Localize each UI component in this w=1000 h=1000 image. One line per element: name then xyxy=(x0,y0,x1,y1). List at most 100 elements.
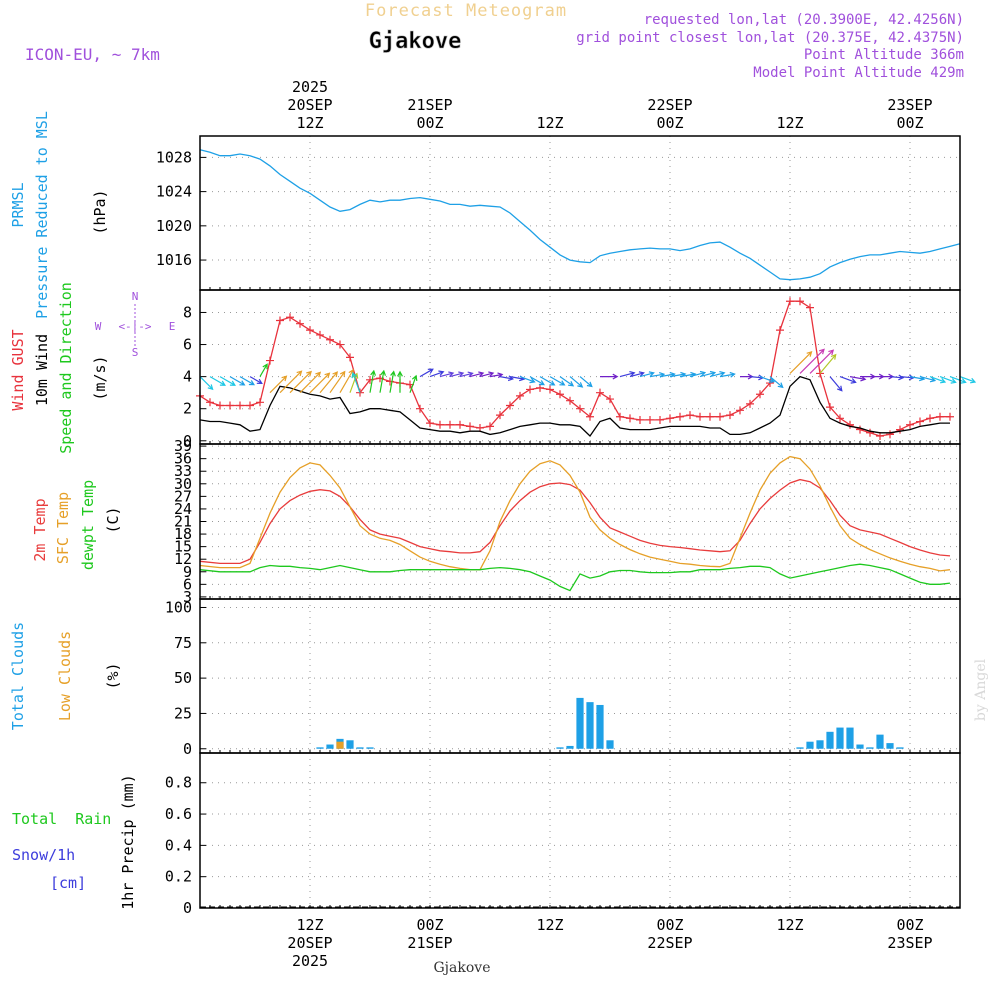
panel-pressure: 1016 1020 1024 1028 xyxy=(156,135,961,291)
wind-arrow xyxy=(389,370,396,393)
top-time-label: 21SEP xyxy=(407,96,452,114)
bar-total-clouds xyxy=(346,740,354,749)
bar-total-clouds xyxy=(356,747,364,749)
gust-marker xyxy=(446,420,454,429)
wind-arrow xyxy=(489,372,504,379)
gust-marker xyxy=(496,411,504,420)
gust-marker xyxy=(676,412,684,421)
bar-total-clouds xyxy=(586,702,594,749)
ytick-label-temperature: 21 xyxy=(174,513,192,531)
wind-arrow xyxy=(419,368,434,378)
wind-rose-n: N xyxy=(132,290,139,303)
top-time-label: 12Z xyxy=(536,114,563,132)
bar-total-clouds xyxy=(886,743,894,749)
pressure-label-prmsl: PRMSL xyxy=(9,182,27,227)
bottom-time-label: 12Z xyxy=(536,916,563,934)
plot-layer: 1016102010241028024683691215182124273033… xyxy=(156,78,977,970)
panel-frame-precip xyxy=(199,752,961,909)
bar-total-clouds xyxy=(796,747,804,749)
cloud-unit: (%) xyxy=(104,662,122,689)
wind-arrow xyxy=(199,376,214,391)
wind-arrow xyxy=(289,370,312,394)
ytick-label-temperature: 30 xyxy=(174,475,192,493)
wind-arrow xyxy=(819,353,837,374)
temp-label-2m: 2m Temp xyxy=(31,498,49,561)
wind-arrow xyxy=(569,376,584,388)
gust-marker xyxy=(886,430,894,439)
header-grid-point: grid point closest lon,lat (20.375E, 42.… xyxy=(576,30,964,46)
bar-total-clouds xyxy=(606,740,614,749)
gust-marker xyxy=(626,414,634,423)
gust-marker xyxy=(606,395,614,404)
gust-marker xyxy=(716,412,724,421)
wind-arrow xyxy=(529,376,545,386)
gust-marker xyxy=(286,313,294,322)
wind-arrow xyxy=(849,375,867,382)
ytick-label-temperature: 36 xyxy=(174,450,192,468)
bottom-time-label: 12Z xyxy=(296,916,323,934)
wind-arrow xyxy=(919,376,937,383)
header-model-altitude: Model Point Altitude 429m xyxy=(753,65,964,81)
top-time-label: 20SEP xyxy=(287,96,332,114)
wind-arrow xyxy=(769,376,784,389)
ytick-label-clouds: 0 xyxy=(183,740,192,758)
wind-arrow xyxy=(409,374,418,393)
gust-marker xyxy=(296,319,304,328)
gust-marker xyxy=(896,425,904,434)
top-time-label: 2025 xyxy=(292,78,328,96)
bottom-time-label: 23SEP xyxy=(887,934,932,952)
gust-marker xyxy=(306,326,314,335)
precip-label-rain: Total Rain xyxy=(12,810,111,828)
pressure-labels: PRMSL Pressure Reduced to MSL (hPa) xyxy=(9,111,109,319)
wind-arrow xyxy=(329,370,346,394)
wind-arrow xyxy=(719,371,736,378)
gust-marker xyxy=(916,417,924,426)
wind-arrow xyxy=(759,376,776,383)
wind-arrow xyxy=(469,371,485,378)
header-point-altitude: Point Altitude 366m xyxy=(804,47,964,63)
wind-arrow xyxy=(319,371,339,394)
precip-labels: Total Rain Snow/1h [cm] 1hr Precip (mm) xyxy=(12,774,137,909)
bar-total-clouds xyxy=(876,734,884,749)
wind-rose-s: S xyxy=(132,346,139,359)
wind-arrow xyxy=(369,369,376,393)
precip-label-snow: Snow/1h xyxy=(12,846,75,864)
ytick-label-wind: 2 xyxy=(183,400,192,418)
gust-marker xyxy=(536,383,544,392)
wind-arrow xyxy=(519,376,536,384)
wind-arrow xyxy=(939,376,957,384)
bar-total-clouds xyxy=(576,697,584,749)
gust-marker xyxy=(386,377,394,386)
bar-total-clouds xyxy=(316,747,324,749)
cloud-label-low: Low Clouds xyxy=(56,631,74,721)
wind-label-speed-dir: Speed and Direction xyxy=(57,282,75,454)
gust-marker xyxy=(726,411,734,420)
ytick-label-pressure: 1016 xyxy=(156,251,192,269)
gust-marker xyxy=(436,420,444,429)
wind-arrow xyxy=(619,371,636,378)
panel-precip: 0 0.2 0.4 0.6 0.8 xyxy=(165,752,961,917)
ytick-label-clouds: 50 xyxy=(174,669,192,687)
wind-labels: Wind GUST 10m Wind Speed and Direction (… xyxy=(9,282,175,454)
temp-labels: 2m Temp SFC Temp dewpt Temp (C) xyxy=(31,480,122,570)
bottom-time-label: 2025 xyxy=(292,952,328,970)
ytick-label-temperature: 33 xyxy=(174,462,192,480)
gust-marker xyxy=(456,420,464,429)
bottom-time-label: 00Z xyxy=(896,916,923,934)
bar-total-clouds xyxy=(366,747,374,749)
temp-unit: (C) xyxy=(104,506,122,533)
bar-total-clouds xyxy=(826,731,834,749)
series-2m-temp xyxy=(199,478,951,565)
gust-marker xyxy=(526,385,534,394)
ytick-label-precip: 0.8 xyxy=(165,774,192,792)
ytick-label-temperature: 24 xyxy=(174,500,192,518)
bottom-time-label: 00Z xyxy=(656,916,683,934)
gust-marker xyxy=(236,401,244,410)
wind-arrow xyxy=(229,376,246,386)
wind-arrow xyxy=(600,373,619,380)
footer-location: Gjakove xyxy=(434,960,491,976)
cloud-labels: Total Clouds Low Clouds (%) xyxy=(9,622,122,730)
wind-rose: N S W E <-|-> xyxy=(95,290,176,359)
gust-marker xyxy=(906,420,914,429)
bar-total-clouds xyxy=(836,727,844,749)
